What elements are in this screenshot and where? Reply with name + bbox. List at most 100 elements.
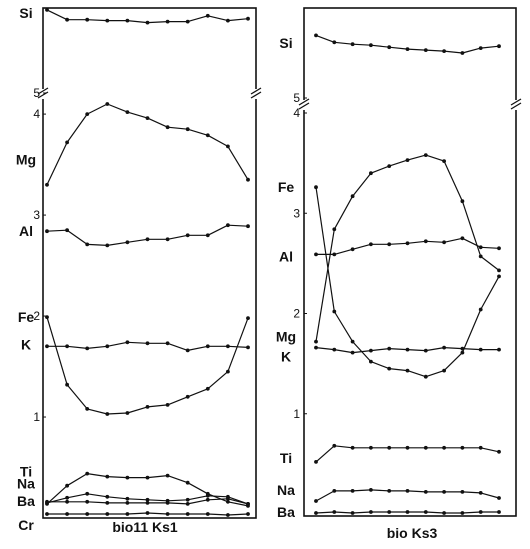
data-point-ba bbox=[478, 510, 483, 514]
data-point-ti bbox=[185, 480, 190, 485]
axis-break-mark bbox=[37, 87, 49, 95]
data-point-fe bbox=[185, 394, 190, 399]
data-point-na bbox=[65, 495, 69, 500]
data-point-na bbox=[460, 490, 465, 494]
data-point-na bbox=[423, 490, 428, 494]
axis-break-mark bbox=[37, 91, 49, 99]
series-label-ba: Ba bbox=[277, 504, 295, 520]
data-point-fe bbox=[423, 374, 428, 379]
series-line-mg bbox=[46, 103, 249, 186]
data-point-fe bbox=[226, 369, 230, 374]
data-point-k bbox=[85, 346, 90, 351]
y-tick-label: 1 bbox=[293, 407, 300, 421]
data-point-si bbox=[369, 43, 373, 48]
data-point-ba bbox=[442, 511, 446, 515]
data-point-na bbox=[105, 494, 110, 499]
data-point-ba bbox=[246, 502, 250, 506]
axis-break-mark bbox=[298, 102, 310, 110]
data-point-cr bbox=[165, 512, 170, 516]
data-point-mg bbox=[350, 194, 355, 199]
axis-break-mark bbox=[510, 98, 522, 106]
data-point-ti bbox=[350, 445, 355, 450]
data-point-ti bbox=[145, 475, 150, 480]
data-point-si bbox=[45, 7, 49, 12]
data-point-al bbox=[497, 246, 501, 251]
series-label-na: Na bbox=[277, 482, 295, 498]
data-point-al bbox=[405, 241, 410, 246]
y-tick-label: 1 bbox=[33, 410, 40, 424]
data-point-mg bbox=[246, 177, 250, 182]
series-label-fe: Fe bbox=[278, 179, 295, 195]
data-point-k bbox=[478, 347, 483, 352]
data-point-al bbox=[246, 224, 250, 229]
data-point-k bbox=[405, 347, 410, 352]
data-point-ba bbox=[45, 499, 49, 504]
data-point-si bbox=[460, 51, 465, 55]
axis-break-gap bbox=[299, 100, 309, 110]
data-point-ba bbox=[387, 510, 392, 514]
data-point-al bbox=[65, 228, 69, 233]
series-label-k: K bbox=[21, 336, 31, 352]
data-point-si bbox=[405, 47, 410, 51]
data-point-al bbox=[369, 242, 373, 247]
data-point-ti bbox=[65, 483, 69, 488]
data-point-na bbox=[125, 496, 130, 501]
data-point-mg bbox=[105, 102, 110, 106]
data-point-k bbox=[145, 341, 150, 346]
data-point-al bbox=[460, 236, 465, 241]
data-point-si bbox=[145, 20, 150, 25]
data-point-k bbox=[497, 347, 501, 352]
series-label-al: Al bbox=[19, 223, 33, 239]
data-point-al bbox=[350, 247, 355, 252]
data-point-si bbox=[387, 45, 392, 50]
y-tick-label: 5 bbox=[33, 86, 40, 100]
series-label-mg: Mg bbox=[276, 329, 296, 345]
data-point-mg bbox=[85, 112, 90, 116]
data-point-si bbox=[332, 40, 337, 45]
data-point-cr bbox=[205, 512, 210, 516]
data-point-k bbox=[105, 344, 110, 349]
data-point-na bbox=[497, 496, 501, 500]
data-point-k bbox=[314, 345, 318, 350]
y-tick-label: 4 bbox=[293, 106, 300, 120]
data-point-k bbox=[387, 346, 392, 351]
data-point-fe bbox=[350, 339, 355, 344]
panel-caption: bio Ks3 bbox=[387, 525, 438, 541]
data-point-fe bbox=[405, 368, 410, 373]
data-point-ti bbox=[369, 445, 373, 450]
data-point-al bbox=[45, 229, 49, 234]
data-point-fe bbox=[205, 386, 210, 391]
data-point-al bbox=[165, 237, 170, 242]
data-point-ti bbox=[442, 445, 446, 450]
data-point-ti bbox=[226, 499, 230, 504]
data-point-mg bbox=[45, 182, 49, 187]
data-point-cr bbox=[125, 512, 130, 516]
data-point-mg bbox=[185, 127, 190, 132]
axis-break-mark bbox=[250, 87, 262, 95]
y-tick-label: 3 bbox=[33, 208, 40, 222]
data-point-si bbox=[105, 18, 110, 23]
data-point-mg bbox=[226, 144, 230, 149]
data-point-al bbox=[226, 223, 230, 228]
series-line-mg bbox=[315, 154, 500, 342]
data-point-mg bbox=[314, 339, 318, 344]
data-point-cr bbox=[226, 513, 230, 517]
data-point-ti bbox=[105, 474, 110, 479]
data-point-na bbox=[185, 497, 190, 502]
panel-frame bbox=[303, 7, 517, 517]
data-point-fe bbox=[165, 403, 170, 407]
data-point-k bbox=[185, 348, 190, 353]
data-point-ba bbox=[497, 510, 501, 514]
data-point-na bbox=[205, 493, 210, 498]
data-point-fe bbox=[125, 411, 130, 415]
series-line-si bbox=[46, 9, 249, 24]
data-point-mg bbox=[125, 110, 130, 114]
data-point-ba bbox=[405, 510, 410, 514]
series-label-cr: Cr bbox=[18, 517, 34, 533]
data-point-fe bbox=[105, 412, 110, 416]
data-point-ba bbox=[205, 497, 210, 502]
data-point-k bbox=[423, 348, 428, 353]
data-point-k bbox=[246, 345, 250, 350]
data-point-al bbox=[145, 237, 150, 242]
data-point-si bbox=[65, 17, 69, 22]
